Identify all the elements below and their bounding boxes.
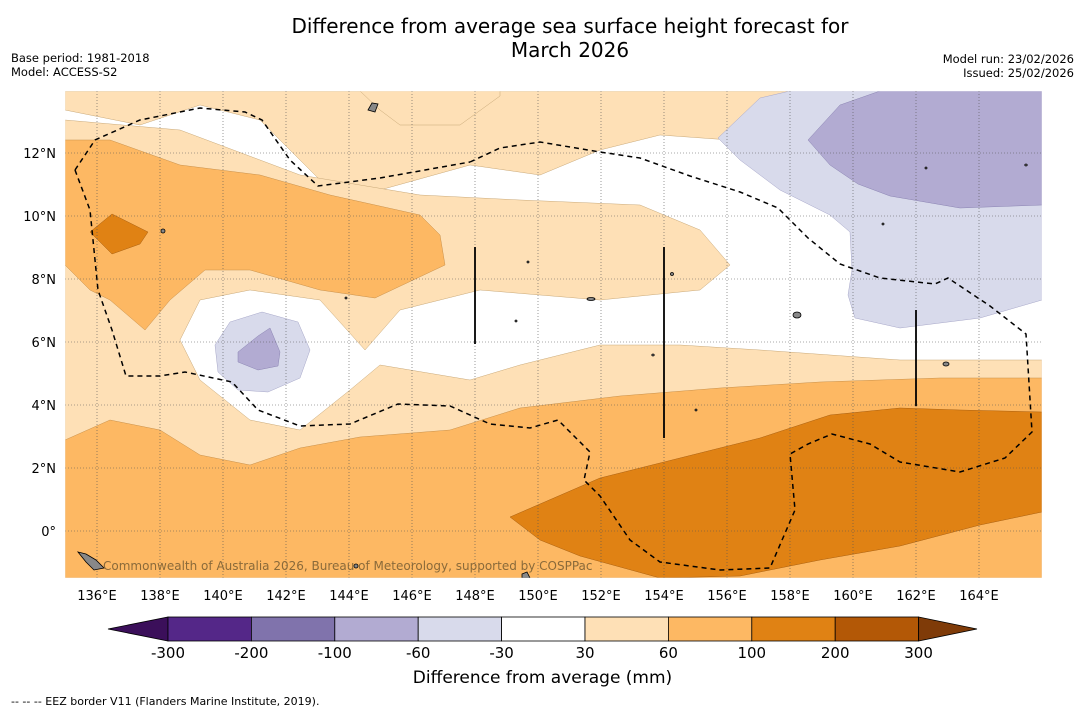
chart-title: Difference from average sea surface heig… (0, 14, 1085, 62)
colorbar-tick: -300 (151, 644, 185, 662)
island (353, 563, 359, 569)
anomaly-region-100-200-northwest (89, 213, 149, 255)
colorbar (107, 616, 978, 642)
colorbar-segment (167, 616, 252, 642)
island (367, 102, 379, 113)
colorbar-segment (668, 616, 753, 642)
island (670, 272, 674, 276)
lon-label: 148°E (455, 589, 495, 604)
island (942, 361, 950, 367)
meta-right: Model run: 23/02/2026 Issued: 25/02/2026 (943, 52, 1074, 80)
title-line-2: March 2026 (510, 38, 630, 62)
colorbar-tick: 300 (904, 644, 933, 662)
colorbar-tick: -200 (234, 644, 268, 662)
map-plot-area: Commonwealth of Australia 2026, Bureau o… (65, 91, 1042, 578)
grid-lines (65, 91, 1042, 578)
island (1024, 163, 1028, 167)
lon-label: 136°E (77, 589, 117, 604)
islands (76, 102, 1028, 578)
colorbar-tick: 30 (575, 644, 594, 662)
island (792, 311, 802, 319)
colorbar-tick: -30 (489, 644, 514, 662)
lat-label: 4°N (32, 399, 57, 414)
anomaly-region-100-200-south (509, 407, 1042, 578)
lon-label: 138°E (140, 589, 180, 604)
lon-label: 164°E (959, 589, 999, 604)
lat-label: 2°N (32, 462, 57, 477)
model-run: Model run: 23/02/2026 (942, 52, 1074, 66)
lat-label: 0° (41, 525, 56, 540)
colorbar-extend-high (918, 616, 978, 642)
island (344, 296, 348, 300)
island (694, 408, 698, 412)
island (76, 551, 105, 571)
lon-label: 162°E (896, 589, 936, 604)
colorbar-segment (334, 616, 419, 642)
colorbar-segment (501, 616, 586, 642)
lon-label: 146°E (392, 589, 432, 604)
island (514, 319, 518, 323)
eez-border-west (74, 107, 471, 187)
eez-border-west-south (74, 169, 559, 429)
colorbar-segment (417, 616, 503, 642)
lon-label: 156°E (707, 589, 747, 604)
island (651, 353, 655, 357)
colorbar-tick: -100 (318, 644, 352, 662)
island (881, 222, 885, 226)
title-line-1: Difference from average sea surface heig… (291, 14, 849, 38)
island (160, 228, 166, 234)
eez-border-east (469, 141, 1033, 571)
lon-label: 158°E (770, 589, 810, 604)
colorbar-tick: 100 (737, 644, 766, 662)
anomaly-region-neg60-neg100-east (807, 91, 1042, 209)
lat-label: 12°N (23, 147, 56, 162)
anomaly-region-30-60-northwest (65, 91, 1042, 126)
island (924, 166, 928, 170)
lat-label: 10°N (23, 210, 56, 225)
lat-label: 8°N (32, 273, 57, 288)
island (586, 297, 596, 301)
colorbar-tick: 200 (821, 644, 850, 662)
colorbar-extend-low (107, 616, 169, 642)
colorbar-tick: -60 (406, 644, 431, 662)
lon-label: 154°E (644, 589, 684, 604)
lon-label: 150°E (518, 589, 558, 604)
map-frame (64, 90, 1043, 579)
lat-label: 6°N (32, 336, 57, 351)
eez-footnote: -- -- -- EEZ border V11 (Flanders Marine… (11, 695, 320, 708)
model-name: Model: ACCESS-S2 (11, 65, 118, 79)
colorbar-label: Difference from average (mm) (412, 668, 673, 688)
base-period: Base period: 1981-2018 (11, 51, 150, 65)
lon-label: 160°E (833, 589, 873, 604)
island (521, 571, 531, 578)
lon-label: 152°E (581, 589, 621, 604)
colorbar-segment (751, 616, 836, 642)
colorbar-segment (250, 616, 336, 642)
issued-date: Issued: 25/02/2026 (963, 66, 1074, 80)
lon-label: 144°E (329, 589, 369, 604)
lon-label: 142°E (266, 589, 306, 604)
copyright-watermark: Commonwealth of Australia 2026, Bureau o… (103, 559, 593, 573)
colorbar-tick: 60 (659, 644, 678, 662)
anomaly-region-neg60-neg100-west (237, 327, 281, 371)
lon-label: 140°E (203, 589, 243, 604)
meta-left: Base period: 1981-2018 Model: ACCESS-S2 (11, 51, 150, 79)
colorbar-segment (584, 616, 669, 642)
colorbar-segment (834, 616, 920, 642)
island (526, 260, 530, 264)
